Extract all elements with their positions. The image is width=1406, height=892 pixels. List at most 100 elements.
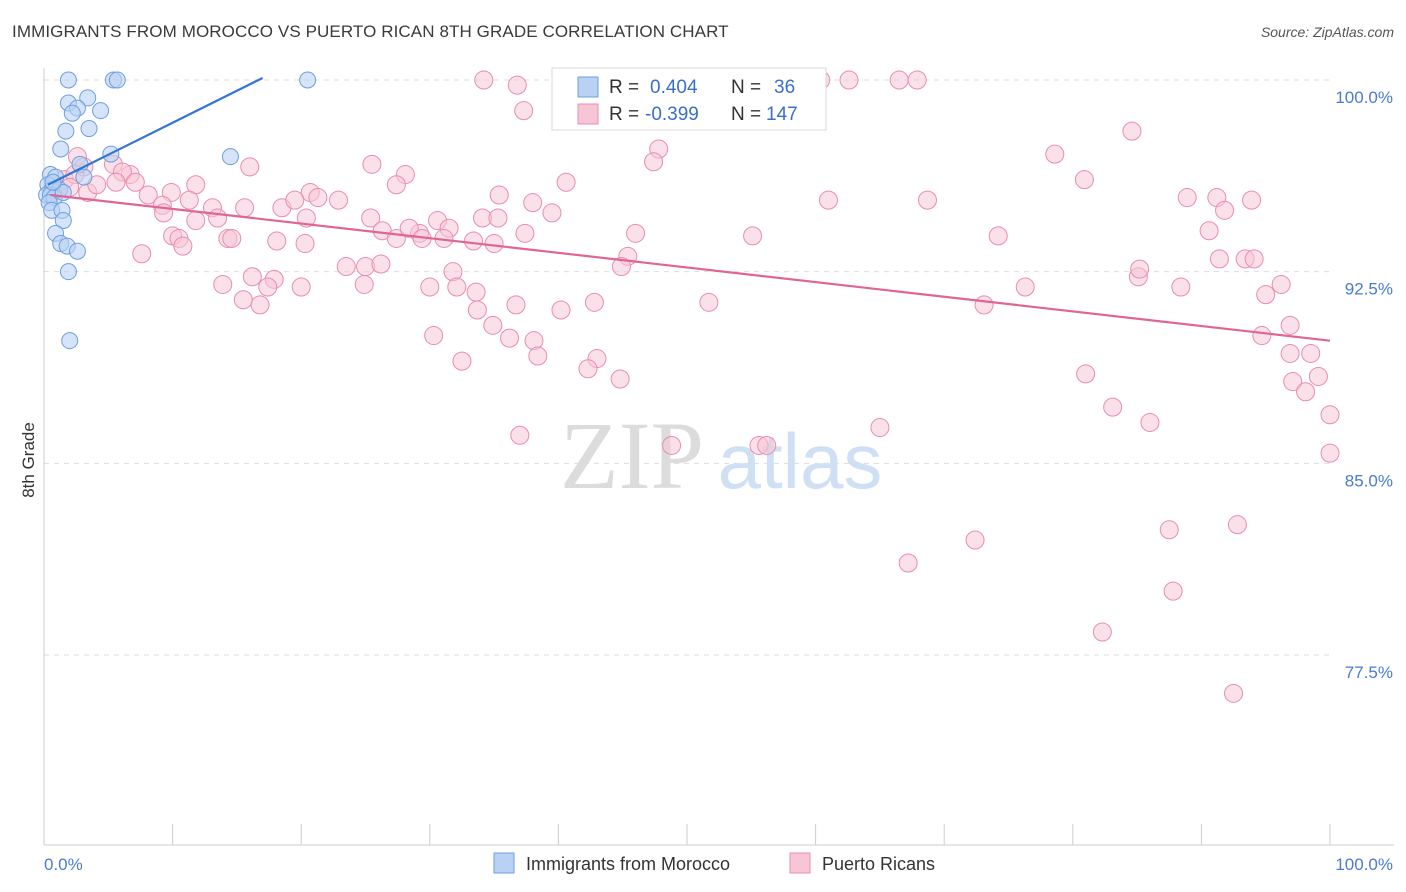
point-puerto-ricans-116 bbox=[483, 315, 503, 335]
point-puerto-ricans-100 bbox=[447, 277, 467, 297]
point-morocco-3 bbox=[299, 71, 317, 89]
point-puerto-ricans-109 bbox=[250, 295, 270, 315]
series-immigrants-from-morocco bbox=[38, 71, 317, 350]
point-puerto-ricans-132 bbox=[1296, 382, 1316, 402]
watermark-atlas: atlas bbox=[718, 417, 883, 505]
point-puerto-ricans-104 bbox=[1171, 277, 1191, 297]
point-puerto-ricans-91 bbox=[611, 257, 631, 277]
correlation-legend: R = 0.404 N = 36 R = -0.399 N = 147 bbox=[551, 67, 827, 131]
legend-n-value-1: 36 bbox=[774, 77, 795, 98]
point-morocco-28 bbox=[54, 212, 72, 230]
point-puerto-ricans-0 bbox=[474, 70, 494, 90]
point-puerto-ricans-115 bbox=[974, 295, 994, 315]
point-morocco-33 bbox=[59, 263, 77, 281]
point-puerto-ricans-106 bbox=[1256, 285, 1276, 305]
point-puerto-ricans-41 bbox=[87, 175, 107, 195]
point-puerto-ricans-98 bbox=[354, 274, 374, 294]
point-puerto-ricans-127 bbox=[578, 359, 598, 379]
watermark: ZIP atlas bbox=[560, 402, 882, 509]
point-morocco-4 bbox=[79, 89, 97, 107]
point-puerto-ricans-14 bbox=[644, 152, 664, 172]
legend-swatch-blue bbox=[577, 76, 599, 98]
point-puerto-ricans-138 bbox=[662, 435, 682, 455]
trend-line-morocco bbox=[47, 77, 264, 186]
point-puerto-ricans-25 bbox=[1074, 170, 1094, 190]
point-puerto-ricans-146 bbox=[1163, 581, 1183, 601]
point-puerto-ricans-147 bbox=[1092, 622, 1112, 642]
point-puerto-ricans-68 bbox=[464, 231, 484, 251]
point-puerto-ricans-33 bbox=[489, 185, 509, 205]
point-puerto-ricans-79 bbox=[222, 228, 242, 248]
point-puerto-ricans-34 bbox=[818, 190, 838, 210]
point-puerto-ricans-85 bbox=[1209, 249, 1229, 269]
point-puerto-ricans-15 bbox=[240, 157, 260, 177]
point-puerto-ricans-143 bbox=[1159, 520, 1179, 540]
point-puerto-ricans-93 bbox=[242, 267, 262, 287]
point-puerto-ricans-108 bbox=[233, 290, 253, 310]
point-puerto-ricans-136 bbox=[870, 418, 890, 438]
point-puerto-ricans-16 bbox=[362, 154, 382, 174]
point-puerto-ricans-77 bbox=[173, 236, 193, 256]
point-puerto-ricans-60 bbox=[488, 208, 508, 228]
point-puerto-ricans-31 bbox=[386, 175, 406, 195]
point-morocco-0 bbox=[59, 71, 77, 89]
point-puerto-ricans-72 bbox=[988, 226, 1008, 246]
legend-n-label-1: N = bbox=[731, 77, 761, 98]
point-puerto-ricans-35 bbox=[917, 190, 937, 210]
point-puerto-ricans-134 bbox=[1320, 405, 1340, 425]
bottom-legend-label-blue: Immigrants from Morocco bbox=[526, 854, 730, 874]
point-puerto-ricans-113 bbox=[467, 300, 487, 320]
y-tick-label-2: 85.0% bbox=[1345, 471, 1393, 490]
point-morocco-11 bbox=[52, 140, 70, 158]
point-puerto-ricans-71 bbox=[743, 226, 763, 246]
x-tick-label-0: 0.0% bbox=[44, 855, 83, 874]
point-puerto-ricans-43 bbox=[138, 185, 158, 205]
point-puerto-ricans-141 bbox=[1320, 443, 1340, 463]
point-puerto-ricans-96 bbox=[258, 277, 278, 297]
point-puerto-ricans-87 bbox=[1244, 249, 1264, 269]
legend-swatch-pink bbox=[577, 103, 599, 125]
point-puerto-ricans-53 bbox=[186, 211, 206, 231]
axes: 100.0% 92.5% 85.0% 77.5% 0.0% 100.0% bbox=[43, 68, 1394, 874]
point-puerto-ricans-137 bbox=[510, 425, 530, 445]
point-puerto-ricans-105 bbox=[1015, 277, 1035, 297]
source-credit: Source: ZipAtlas.com bbox=[1260, 24, 1394, 40]
point-puerto-ricans-129 bbox=[1076, 364, 1096, 384]
point-puerto-ricans-26 bbox=[556, 172, 576, 192]
point-puerto-ricans-145 bbox=[898, 553, 918, 573]
point-puerto-ricans-27 bbox=[125, 172, 145, 192]
point-puerto-ricans-47 bbox=[235, 198, 255, 218]
grid-lines bbox=[44, 79, 1330, 656]
point-puerto-ricans-32 bbox=[523, 193, 543, 213]
point-puerto-ricans-74 bbox=[1215, 200, 1235, 220]
legend-r-label-1: R = bbox=[609, 77, 639, 98]
point-puerto-ricans-131 bbox=[1308, 366, 1328, 386]
point-puerto-ricans-50 bbox=[308, 188, 328, 208]
point-puerto-ricans-80 bbox=[267, 231, 287, 251]
point-morocco-16 bbox=[75, 168, 93, 186]
point-puerto-ricans-130 bbox=[1283, 372, 1303, 392]
point-morocco-34 bbox=[61, 332, 79, 350]
point-puerto-ricans-90 bbox=[371, 254, 391, 274]
point-puerto-ricans-121 bbox=[1252, 326, 1272, 346]
point-puerto-ricans-101 bbox=[466, 282, 486, 302]
x-tick-label-1: 100.0% bbox=[1335, 855, 1393, 874]
point-puerto-ricans-42 bbox=[106, 172, 126, 192]
chart-title: IMMIGRANTS FROM MOROCCO VS PUERTO RICAN … bbox=[12, 22, 729, 41]
point-puerto-ricans-82 bbox=[484, 234, 504, 254]
point-puerto-ricans-51 bbox=[328, 190, 348, 210]
legend-n-label-2: N = bbox=[731, 104, 761, 125]
bottom-legend-swatch-pink bbox=[789, 852, 811, 874]
point-puerto-ricans-142 bbox=[1227, 515, 1247, 535]
point-morocco-8 bbox=[92, 102, 110, 120]
point-puerto-ricans-128 bbox=[610, 369, 630, 389]
point-puerto-ricans-144 bbox=[965, 530, 985, 550]
point-puerto-ricans-69 bbox=[515, 223, 535, 243]
point-puerto-ricans-133 bbox=[1103, 397, 1123, 417]
legend-r-value-2: -0.399 bbox=[645, 104, 699, 125]
y-tick-label-1: 92.5% bbox=[1345, 280, 1393, 299]
point-morocco-10 bbox=[80, 120, 98, 138]
point-puerto-ricans-1 bbox=[507, 75, 527, 95]
point-puerto-ricans-56 bbox=[361, 208, 381, 228]
